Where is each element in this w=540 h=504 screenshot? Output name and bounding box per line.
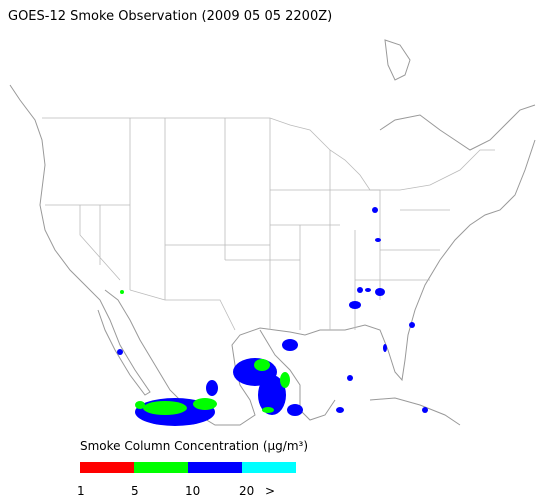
smoke-plumes (117, 207, 428, 426)
legend-swatch (188, 462, 242, 473)
legend-label: 20 (239, 484, 254, 498)
legend-label: 5 (131, 484, 139, 498)
legend-label: 1 (77, 484, 85, 498)
legend-swatch (242, 462, 296, 473)
legend-label: 10 (185, 484, 200, 498)
legend-label: > (265, 484, 275, 498)
legend-title: Smoke Column Concentration (µg/m³) (80, 439, 308, 453)
boundaries (42, 117, 495, 331)
legend-bar: 1 5 10 20 > (77, 462, 296, 498)
legend-swatch (80, 462, 134, 473)
map-title: GOES-12 Smoke Observation (2009 05 05 22… (8, 9, 332, 24)
legend-swatch (134, 462, 188, 473)
